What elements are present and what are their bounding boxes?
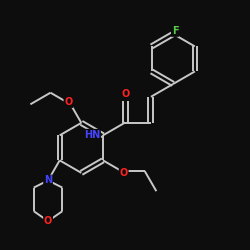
Text: N: N <box>44 176 52 186</box>
Text: O: O <box>64 97 72 107</box>
Text: F: F <box>172 26 178 36</box>
Text: HN: HN <box>84 130 100 140</box>
Text: O: O <box>121 89 129 99</box>
Text: O: O <box>120 168 128 178</box>
Text: O: O <box>44 216 52 226</box>
